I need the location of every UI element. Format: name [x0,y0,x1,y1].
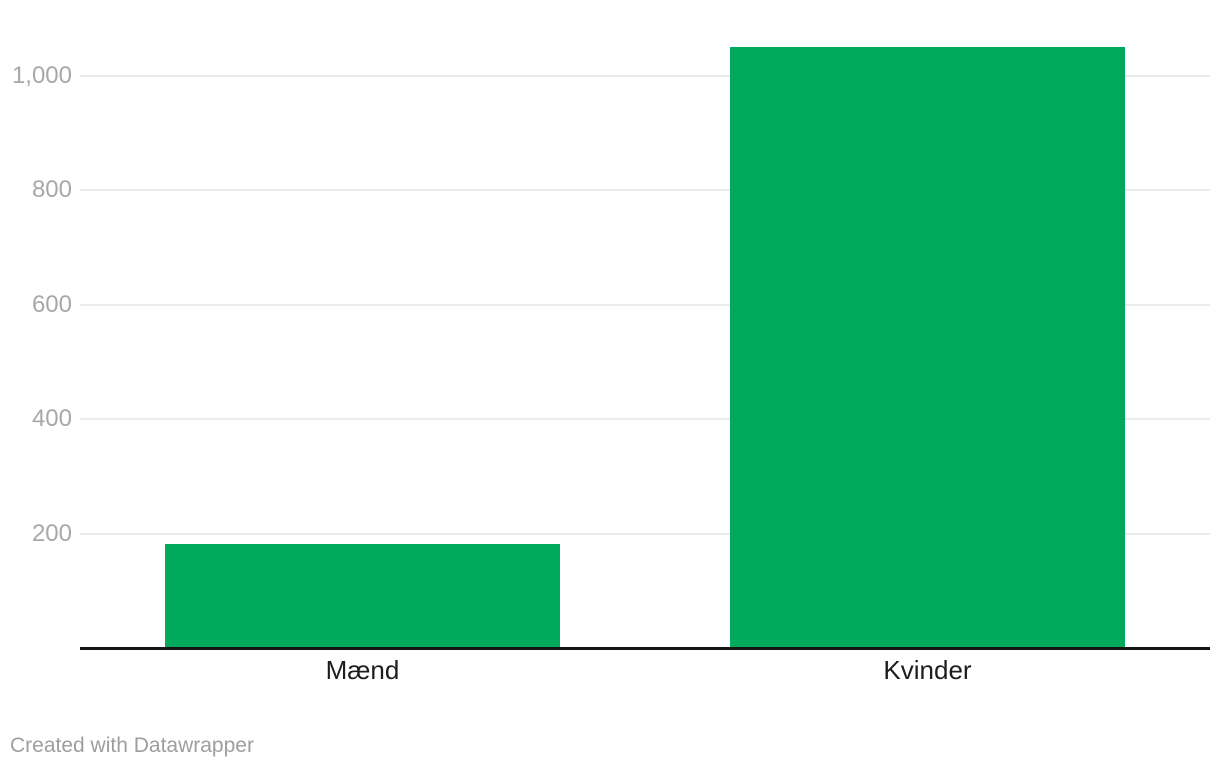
y-tick-label-1000: 1,000 [11,61,72,89]
x-axis-line [80,647,1210,650]
bar-slot-maend [80,0,645,648]
gridline-1000 [80,74,1210,77]
x-label-maend: Mænd [325,655,400,685]
bar-kvinder [729,47,1126,648]
y-tick-label-600: 600 [31,290,72,318]
bar-slot-kvinder [645,0,1210,648]
y-tick-label-200: 200 [31,519,72,547]
bar-maend [164,544,561,648]
bars-layer [80,0,1210,648]
gridline-800 [80,189,1210,191]
gridline-200 [80,532,1210,535]
gridline-400 [80,418,1210,420]
y-tick-label-800: 800 [31,176,72,203]
x-axis-category-labels: Mænd Kvinder [80,654,1210,686]
datawrapper-credit: Created with Datawrapper [10,734,254,757]
x-label-kvinder: Kvinder [883,655,972,685]
gridline-600 [80,303,1210,306]
y-tick-label-400: 400 [31,405,72,432]
plot-area: 200 400 600 800 1,000 [12,0,1210,650]
